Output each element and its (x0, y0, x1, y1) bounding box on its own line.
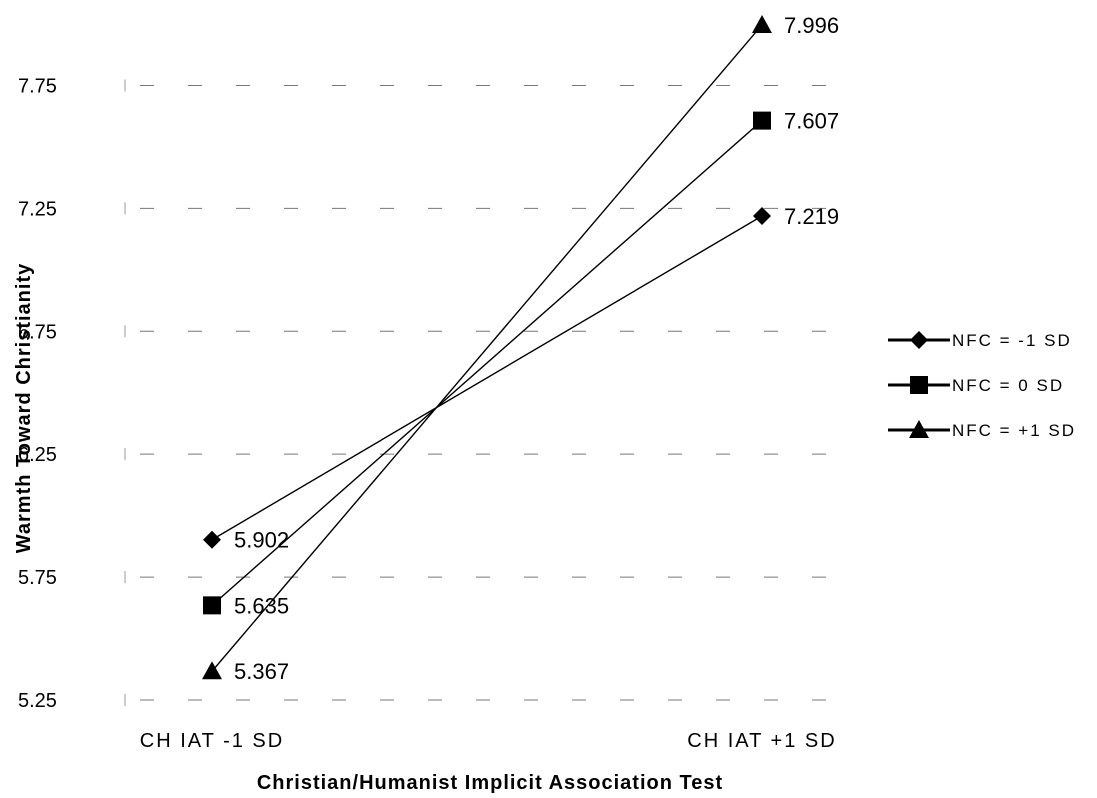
y-axis-title: Warmth Toward Christianity (13, 263, 35, 553)
legend-label: NFC = 0 SD (952, 376, 1064, 395)
diamond-marker (203, 530, 221, 549)
series-lines (211, 24, 763, 672)
y-axis-ticks: 5.25 5.75 6.25 6.75 7.25 7.75 (18, 75, 126, 712)
data-label: 7.996 (784, 13, 839, 38)
y-tick-label: 7.75 (18, 75, 57, 97)
data-label: 5.902 (234, 528, 289, 553)
square-marker (910, 376, 928, 394)
x-tick-label: CH IAT -1 SD (140, 730, 284, 752)
triangle-marker (752, 14, 772, 33)
y-tick-label: 6.75 (18, 321, 57, 343)
data-markers (202, 14, 772, 680)
diamond-marker (910, 331, 928, 349)
legend-label: NFC = +1 SD (952, 421, 1076, 440)
data-label: 5.635 (234, 593, 289, 618)
square-marker (753, 111, 771, 130)
y-tick-label: 5.25 (18, 690, 57, 712)
y-tick-label: 5.75 (18, 567, 57, 589)
series-line (211, 120, 763, 606)
triangle-marker (909, 420, 929, 438)
x-tick-label: CH IAT +1 SD (687, 730, 836, 752)
triangle-marker (202, 661, 222, 680)
series-line (211, 24, 763, 672)
data-labels: 5.902 7.219 5.635 7.607 5.367 7.996 (234, 13, 839, 684)
y-tick-label: 6.25 (18, 444, 57, 466)
y-tick-label: 7.25 (18, 198, 57, 220)
data-label: 7.219 (784, 204, 839, 229)
series-line (211, 215, 763, 541)
legend-label: NFC = -1 SD (952, 331, 1072, 350)
square-marker (203, 596, 221, 615)
legend: NFC = -1 SD NFC = 0 SD NFC = +1 SD (888, 331, 1076, 440)
diamond-marker (753, 206, 771, 225)
data-label: 7.607 (784, 109, 839, 134)
x-axis-categories: CH IAT -1 SD CH IAT +1 SD (140, 730, 836, 752)
x-axis-title: Christian/Humanist Implicit Association … (257, 772, 723, 794)
data-label: 5.367 (234, 659, 289, 684)
